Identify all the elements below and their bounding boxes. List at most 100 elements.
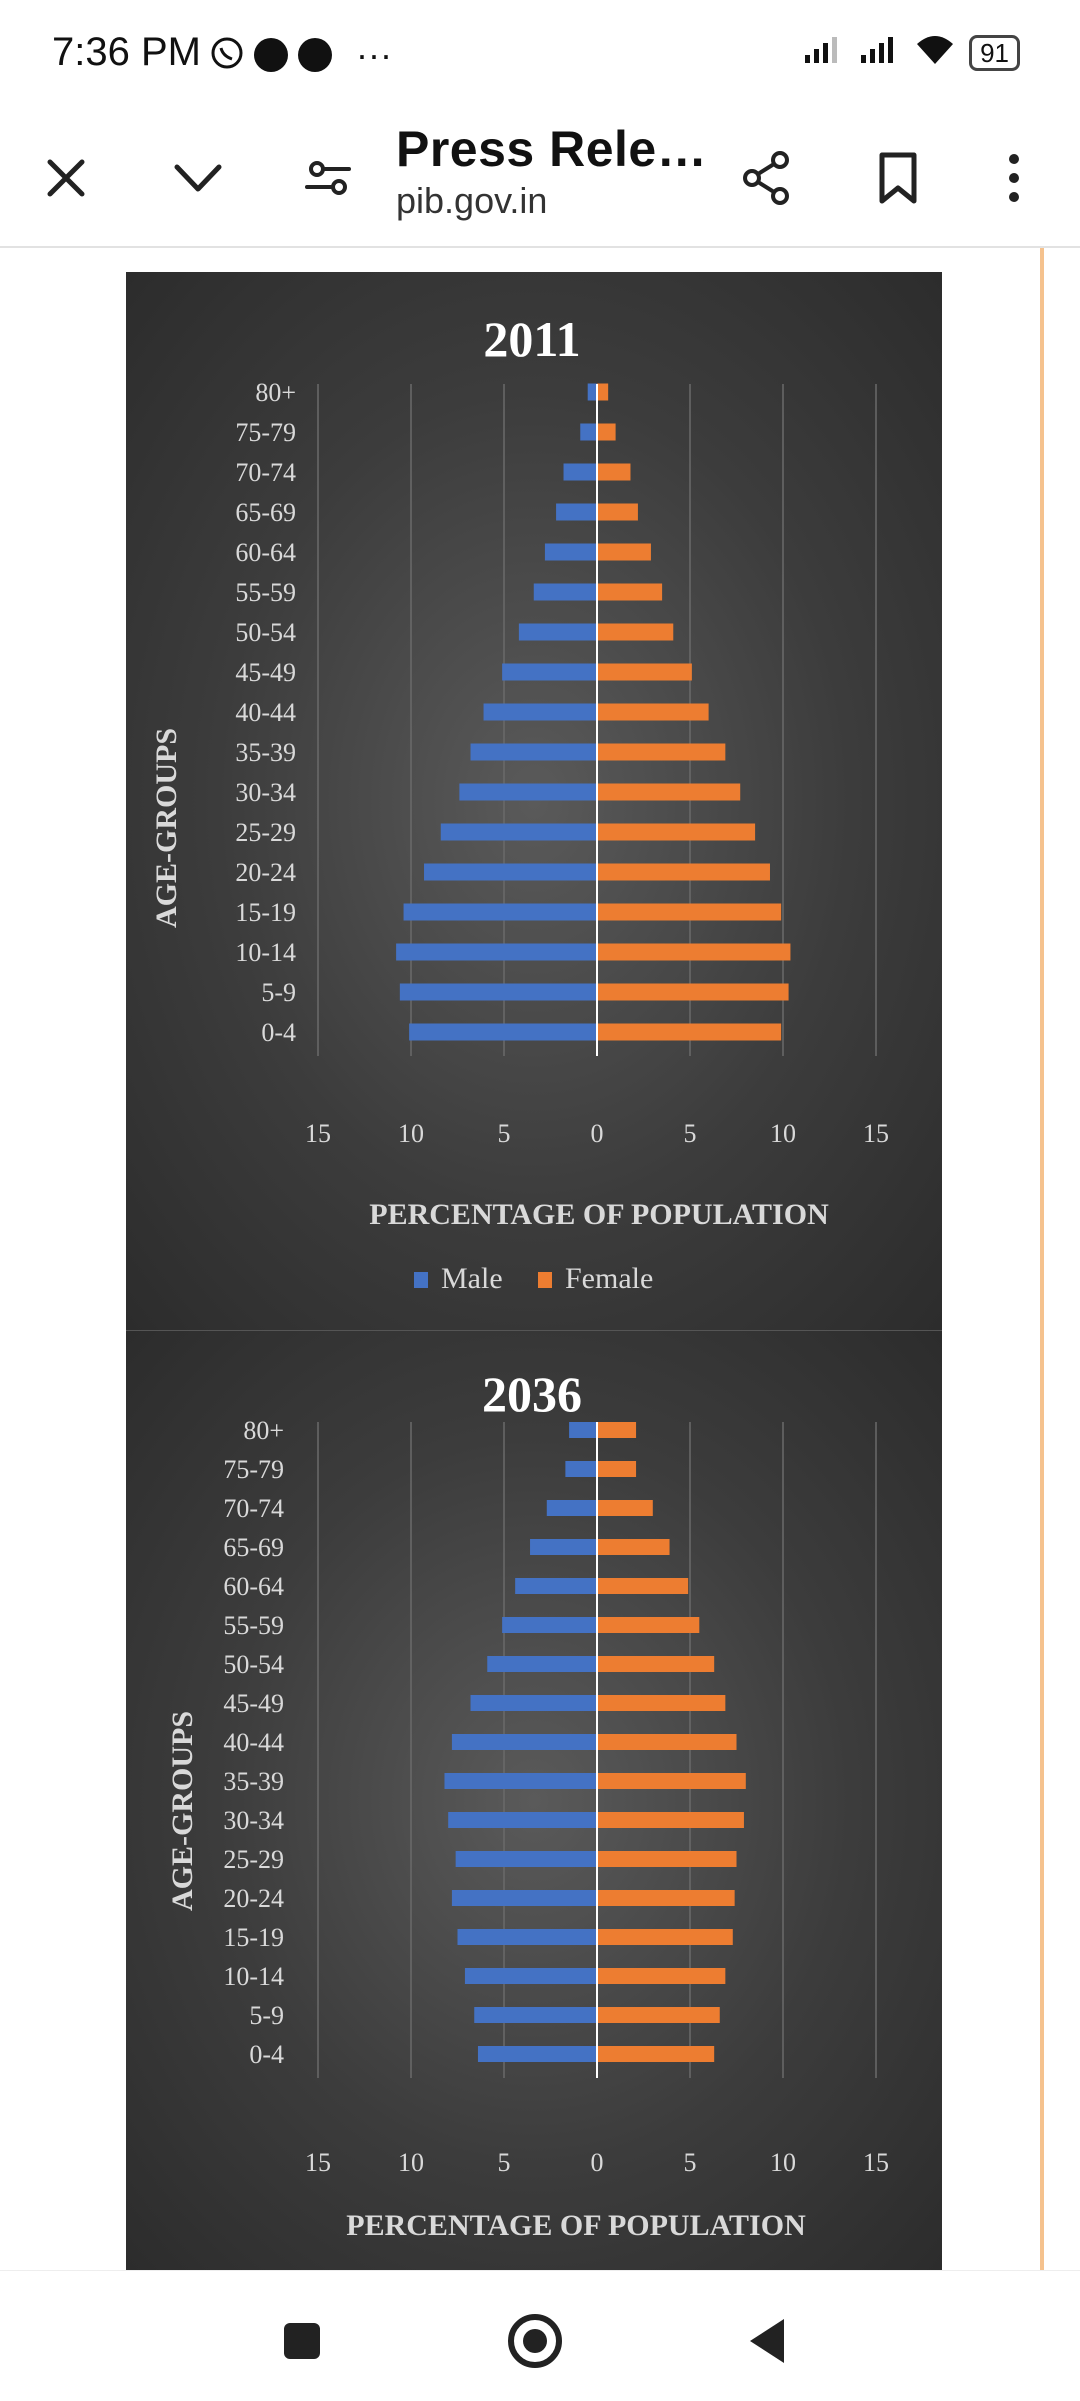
bar-male-70-74 <box>546 1500 597 1516</box>
recents-button[interactable] <box>272 2311 332 2371</box>
minimize-button[interactable] <box>158 138 238 218</box>
bar-male-30-34 <box>448 1812 597 1828</box>
bookmark-button[interactable] <box>858 138 938 218</box>
system-nav-bar <box>0 2270 1080 2401</box>
chart-title: 2011 <box>483 311 580 367</box>
share-button[interactable] <box>726 138 806 218</box>
y-tick-label: 80+ <box>243 1416 284 1445</box>
signal-icon <box>803 35 845 70</box>
bar-male-20-24 <box>424 863 597 881</box>
legend: Male Female <box>414 1262 653 1295</box>
chart-title: 2036 <box>482 1366 582 1422</box>
wifi-icon <box>915 34 955 71</box>
bar-male-65-69 <box>556 503 597 521</box>
battery-indicator: 91 <box>969 34 1020 71</box>
y-tick-label: 75-79 <box>223 1455 284 1484</box>
bar-female-75-79 <box>597 1461 637 1477</box>
bar-female-0-4 <box>597 2046 715 2062</box>
bar-male-35-39 <box>470 743 597 761</box>
bar-female-55-59 <box>597 1617 700 1633</box>
bar-female-75-79 <box>597 423 616 441</box>
x-tick-label: 5 <box>684 2148 697 2177</box>
y-tick-label: 5-9 <box>261 978 296 1007</box>
bar-female-55-59 <box>597 583 663 601</box>
y-tick-label: 10-14 <box>223 1962 284 1991</box>
x-tick-label: 15 <box>305 2148 331 2177</box>
notification-dot-icon <box>298 38 332 72</box>
bar-male-0-4 <box>477 2046 597 2062</box>
x-tick-label: 15 <box>305 1119 331 1148</box>
bookmark-icon <box>879 152 917 204</box>
chart-2011-panel: 2011 80+ 75-79 70-74 65-69 60-64 55-59 50-54 45… <box>126 272 942 1330</box>
chart-2036-panel: 2036 80+ 75-79 70-74 65-69 60-64 55-59 50-54 45… <box>126 1330 942 2270</box>
notification-icons: ··· <box>210 34 392 76</box>
y-tick-label: 55-59 <box>223 1611 284 1640</box>
y-axis-label: AGE-GROUPS <box>166 1711 199 1911</box>
y-tick-label: 30-34 <box>235 778 296 807</box>
bar-female-5-9 <box>597 983 789 1001</box>
bar-female-70-74 <box>597 1500 653 1516</box>
bar-female-5-9 <box>597 2007 720 2023</box>
bar-male-70-74 <box>563 463 597 481</box>
y-tick-label: 40-44 <box>235 698 296 727</box>
bar-female-20-24 <box>597 863 770 881</box>
status-bar: 7:36 PM ··· 91 <box>0 0 1080 110</box>
back-triangle-icon <box>750 2319 784 2363</box>
home-button[interactable] <box>505 2311 565 2371</box>
close-button[interactable] <box>26 138 106 218</box>
back-button[interactable] <box>738 2311 798 2371</box>
page-url: pib.gov.in <box>396 180 548 221</box>
bar-male-45-49 <box>470 1695 597 1711</box>
page-title-block[interactable]: Press Rele… pib.gov.in <box>396 120 707 222</box>
y-tick-label: 45-49 <box>223 1689 284 1718</box>
y-tick-label: 30-34 <box>223 1806 284 1835</box>
more-vert-icon <box>1009 154 1019 202</box>
system-icons: 91 <box>803 34 1020 71</box>
bar-male-55-59 <box>533 583 597 601</box>
bar-female-60-64 <box>597 543 651 561</box>
bar-male-55-59 <box>502 1617 597 1633</box>
bar-male-50-54 <box>487 1656 597 1672</box>
page-content[interactable]: 2011 80+ 75-79 70-74 65-69 60-64 55-59 50-54 45… <box>0 248 1080 2270</box>
signal-icon-2 <box>859 35 901 70</box>
y-tick-label: 25-29 <box>235 818 296 847</box>
bar-male-50-54 <box>518 623 597 641</box>
bar-male-75-79 <box>565 1461 597 1477</box>
close-icon <box>47 159 85 197</box>
x-axis-label: PERCENTAGE OF POPULATION <box>346 2209 806 2242</box>
square-icon <box>284 2323 320 2359</box>
bar-female-45-49 <box>597 1695 726 1711</box>
legend-female-swatch <box>538 1272 552 1288</box>
y-tick-label: 20-24 <box>235 858 296 887</box>
x-tick-label: 0 <box>591 1119 604 1148</box>
tune-icon <box>305 161 351 195</box>
bar-female-30-34 <box>597 1812 744 1828</box>
bar-female-15-19 <box>597 903 782 921</box>
x-tick-label: 5 <box>498 1119 511 1148</box>
bar-female-50-54 <box>597 623 674 641</box>
x-tick-label: 5 <box>498 2148 511 2177</box>
y-tick-label: 15-19 <box>235 898 296 927</box>
bar-male-30-34 <box>459 783 597 801</box>
chevron-down-icon <box>174 164 222 192</box>
bar-male-20-24 <box>451 1890 597 1906</box>
x-tick-label: 15 <box>863 1119 889 1148</box>
bar-male-60-64 <box>515 1578 597 1594</box>
population-pyramid-2036: 2036 80+ 75-79 70-74 65-69 60-64 55-59 50-54 45… <box>166 1366 889 2242</box>
bar-female-45-49 <box>597 663 692 681</box>
site-settings-button[interactable] <box>288 138 368 218</box>
bar-male-40-44 <box>483 703 597 721</box>
share-icon <box>743 151 789 205</box>
y-tick-label: 5-9 <box>249 2001 284 2030</box>
bar-female-60-64 <box>597 1578 689 1594</box>
bar-female-25-29 <box>597 1851 737 1867</box>
bar-male-10-14 <box>464 1968 597 1984</box>
page-edge-rule <box>1040 248 1044 2270</box>
y-tick-label: 55-59 <box>235 578 296 607</box>
bar-male-75-79 <box>580 423 597 441</box>
bar-female-10-14 <box>597 943 791 961</box>
overflow-menu-button[interactable] <box>974 138 1054 218</box>
y-tick-label: 0-4 <box>249 2040 284 2069</box>
y-axis-label: AGE-GROUPS <box>150 728 183 928</box>
legend-male-label: Male <box>441 1262 503 1295</box>
